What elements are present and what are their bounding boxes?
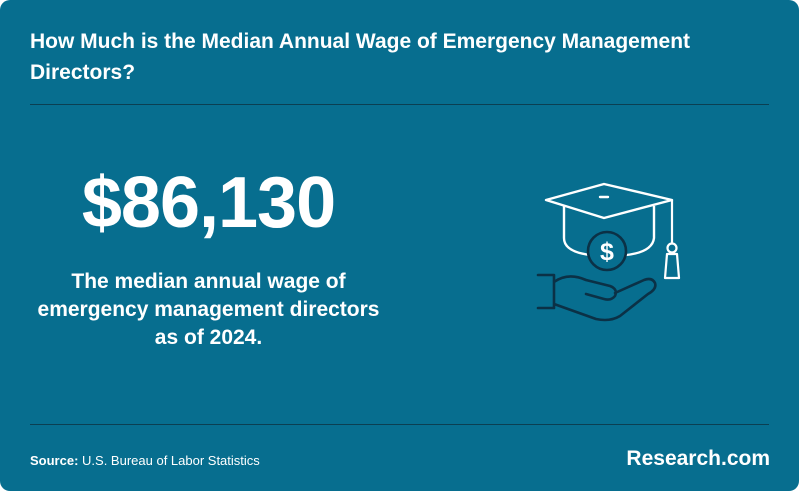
hand-icon (536, 273, 657, 322)
tassel-end (663, 252, 681, 280)
page-title: How Much is the Median Annual Wage of Em… (30, 30, 691, 84)
source-note: Source: U.S. Bureau of Labor Statistics (30, 452, 260, 470)
source-label: Source: (30, 453, 79, 468)
dollar-coin-icon (586, 230, 628, 272)
brand-logo: Research.com (626, 447, 770, 470)
graduation-cap-coin-hand-icon: $ (536, 182, 681, 322)
tassel-knot (666, 242, 678, 254)
median-wage-value: $86,130 (81, 163, 336, 243)
bottom-divider (30, 424, 769, 425)
source-text: U.S. Bureau of Labor Statistics (82, 453, 260, 468)
top-divider (30, 104, 769, 105)
median-wage-caption: The median annual wage of emergency mana… (37, 270, 380, 349)
coin-symbol: $ (600, 238, 614, 266)
